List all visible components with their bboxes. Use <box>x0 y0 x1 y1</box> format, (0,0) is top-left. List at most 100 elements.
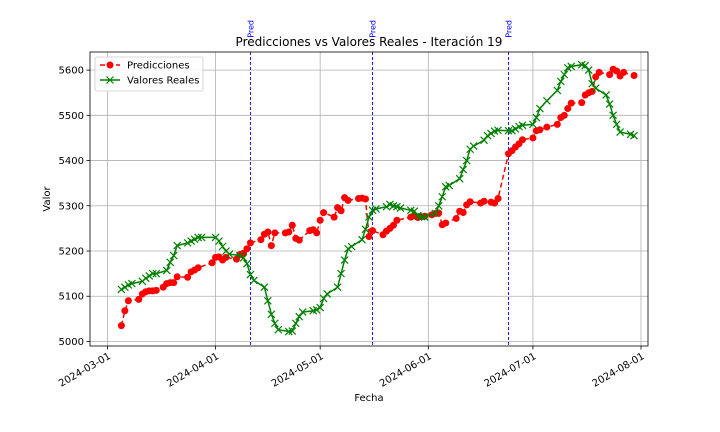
data-point <box>152 269 161 278</box>
data-point <box>316 216 324 224</box>
data-point <box>319 294 328 303</box>
data-point <box>452 214 460 222</box>
data-point <box>372 205 380 213</box>
data-point <box>239 253 248 262</box>
data-point <box>466 198 474 206</box>
data-point <box>556 77 565 86</box>
data-point <box>595 68 603 76</box>
data-point <box>117 285 126 294</box>
data-point <box>588 79 597 88</box>
data-point <box>295 312 304 321</box>
data-point <box>567 62 576 71</box>
data-point <box>553 120 561 128</box>
data-point <box>459 209 467 217</box>
data-point <box>511 124 520 133</box>
y-tick-label: 5300 <box>59 201 84 212</box>
data-point <box>630 72 638 80</box>
data-point <box>560 70 569 79</box>
data-point <box>270 319 279 328</box>
data-point <box>564 105 572 113</box>
data-point <box>337 269 346 278</box>
data-point <box>393 216 401 224</box>
data-point <box>442 219 450 227</box>
data-point <box>361 225 370 234</box>
grid-lines <box>90 52 648 346</box>
data-point <box>340 256 349 264</box>
data-point <box>145 271 154 280</box>
data-point <box>368 227 376 235</box>
data-point <box>263 296 272 305</box>
y-tick-label: 5400 <box>59 156 84 167</box>
data-point <box>249 276 258 285</box>
plot-frame <box>89 51 649 347</box>
legend-swatch-marker <box>106 76 114 84</box>
y-tick-label: 5500 <box>59 111 84 122</box>
data-point <box>528 120 537 129</box>
data-point <box>462 156 471 165</box>
data-point <box>330 213 338 221</box>
data-point <box>382 202 391 211</box>
data-point <box>166 258 175 267</box>
data-point <box>535 104 544 113</box>
data-point <box>288 327 297 335</box>
series-2 <box>117 60 638 336</box>
data-point <box>542 96 551 105</box>
data-point <box>267 242 275 250</box>
data-point <box>358 235 366 244</box>
data-point <box>225 250 234 259</box>
data-point <box>344 196 352 204</box>
data-point <box>616 128 625 136</box>
data-point <box>295 236 303 244</box>
data-point <box>121 307 129 315</box>
prediction-line-label: Pred <box>368 20 377 38</box>
data-point <box>271 229 279 237</box>
data-point <box>267 310 276 319</box>
data-point <box>236 251 244 260</box>
data-point <box>504 126 513 135</box>
prediction-line-label: Pred <box>246 20 255 38</box>
prediction-line-label: Pred <box>505 20 514 38</box>
data-point <box>288 221 296 229</box>
data-point <box>431 209 440 218</box>
data-point <box>117 322 125 330</box>
data-point <box>567 99 575 107</box>
data-point <box>438 192 447 201</box>
data-point <box>285 228 293 236</box>
data-point <box>591 84 600 93</box>
data-point <box>410 207 419 216</box>
data-point <box>337 207 345 215</box>
data-point <box>518 136 526 144</box>
data-point <box>560 111 568 119</box>
data-point <box>260 283 269 292</box>
data-point <box>620 68 628 76</box>
y-tick-label: 5600 <box>59 66 84 77</box>
data-point <box>173 241 182 250</box>
data-point <box>152 286 160 294</box>
data-point <box>480 197 488 205</box>
data-point <box>316 303 325 312</box>
data-point <box>169 251 178 260</box>
data-point <box>420 213 429 222</box>
data-point <box>445 181 454 190</box>
data-point <box>469 142 478 151</box>
data-point <box>264 228 272 236</box>
data-point <box>291 319 300 328</box>
data-point <box>536 126 544 134</box>
legend-box <box>94 56 204 92</box>
data-point <box>298 308 307 317</box>
data-point <box>518 121 527 130</box>
data-point <box>480 136 489 145</box>
data-point <box>494 126 502 135</box>
data-point <box>581 61 590 70</box>
data-point <box>323 290 332 298</box>
data-point <box>455 174 464 183</box>
data-point <box>246 239 254 247</box>
data-point <box>584 66 593 75</box>
data-point <box>313 229 321 237</box>
data-point <box>434 201 443 210</box>
data-point <box>170 279 178 287</box>
data-point <box>148 269 157 278</box>
data-point <box>483 131 492 140</box>
data-point <box>243 245 251 253</box>
